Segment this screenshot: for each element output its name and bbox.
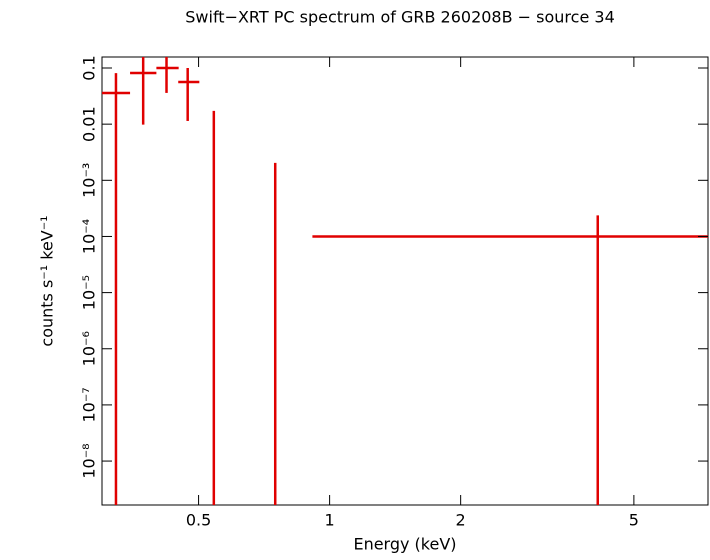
x-tick-label: 0.5 (186, 511, 211, 530)
y-tick-label: 10⁻⁸ (80, 443, 99, 478)
x-tick-label: 5 (629, 511, 639, 530)
y-tick-label: 0.1 (80, 55, 99, 80)
plot-frame (101, 56, 709, 506)
y-axis-label: counts s⁻¹ keV⁻¹ (38, 215, 57, 346)
x-tick-label: 1 (325, 511, 335, 530)
x-axis-label: Energy (keV) (353, 535, 456, 554)
y-tick-label: 10⁻⁵ (80, 275, 99, 310)
y-tick-label: 10⁻⁶ (79, 331, 98, 366)
y-tick-label: 0.01 (80, 106, 99, 142)
x-tick-label: 2 (456, 511, 466, 530)
y-tick-label: 10⁻⁴ (80, 219, 99, 254)
chart-title: Swift−XRT PC spectrum of GRB 260208B − s… (185, 8, 615, 27)
y-tick-label: 10⁻⁷ (80, 387, 99, 422)
plot-area (102, 57, 708, 505)
y-tick-label: 10⁻³ (80, 163, 99, 198)
